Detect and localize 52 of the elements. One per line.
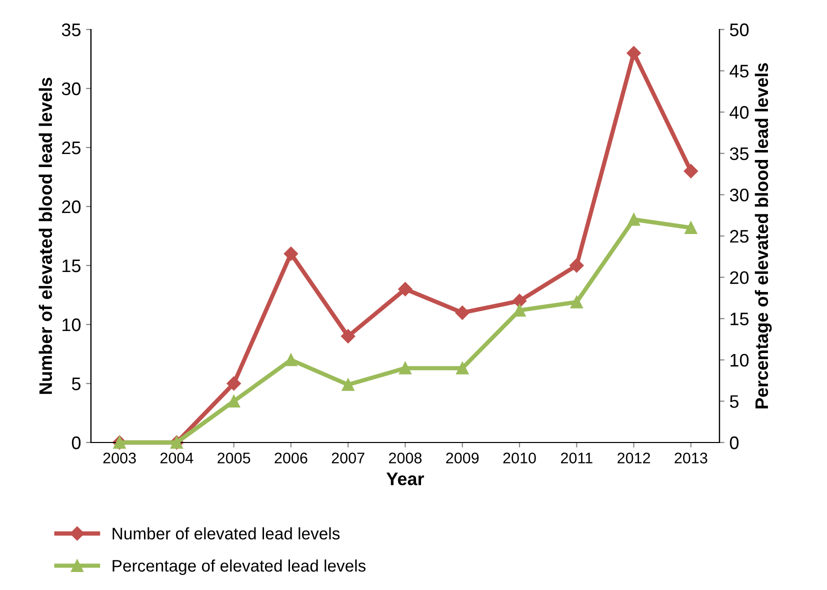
- x-tick-label: 2009: [446, 452, 479, 464]
- point: [226, 376, 241, 391]
- point: [284, 354, 298, 366]
- y2-tick-label: 50: [730, 23, 749, 36]
- point: [684, 164, 698, 178]
- y2-tick-label: 25: [730, 230, 749, 243]
- y2-tick-label: 30: [730, 188, 749, 202]
- y2-axis-title: Percentage of elevated blood lead levels: [754, 63, 772, 408]
- x-tick-label: 2005: [218, 452, 250, 464]
- y2-tick-label: 20: [730, 271, 749, 284]
- x-tick-label: 2007: [332, 452, 364, 464]
- point: [570, 296, 583, 308]
- x-tick-label: 2010: [503, 452, 536, 464]
- y2-tick-label: 15: [730, 312, 749, 326]
- point: [628, 213, 640, 226]
- x-tick-label: 2003: [103, 452, 136, 464]
- point: [626, 46, 641, 60]
- point: [570, 258, 584, 273]
- x-axis-title: Year: [386, 472, 424, 486]
- y-tick-label: 15: [62, 260, 80, 272]
- y-tick-label: 5: [72, 378, 80, 390]
- x-tick-label: 2013: [674, 452, 708, 464]
- x-tick-label: 2008: [389, 452, 422, 464]
- point: [456, 362, 469, 374]
- point: [455, 306, 470, 320]
- legend-label: Number of elevated lead levels: [112, 527, 340, 540]
- point: [284, 246, 298, 261]
- y-tick-label: 10: [62, 318, 81, 332]
- point: [398, 362, 412, 374]
- y2-tick-label: 0: [730, 436, 739, 450]
- y2-tick-label: 10: [730, 354, 749, 367]
- y-tick-label: 35: [62, 23, 80, 36]
- y2-tick-label: 5: [730, 395, 738, 408]
- point: [341, 329, 356, 344]
- x-tick-label: 2011: [560, 452, 592, 464]
- y-tick-label: 30: [62, 82, 81, 96]
- point: [398, 282, 412, 296]
- x-tick-label: 2012: [618, 452, 650, 464]
- x-tick-label: 2004: [160, 452, 194, 464]
- point: [512, 294, 527, 308]
- y2-tick-label: 35: [730, 147, 749, 160]
- y-tick-label: 0: [72, 436, 81, 450]
- point: [228, 394, 240, 408]
- point: [684, 221, 698, 234]
- point: [342, 378, 354, 391]
- x-tick-label: 2006: [274, 452, 308, 464]
- y-axis-title: Number of elevated blood lead levels: [38, 78, 52, 394]
- y2-tick-label: 45: [730, 64, 749, 78]
- y-tick-label: 20: [62, 200, 81, 214]
- y-tick-label: 25: [62, 141, 80, 154]
- y2-tick-label: 40: [730, 106, 749, 119]
- legend-label: Percentage of elevated lead levels: [112, 559, 366, 575]
